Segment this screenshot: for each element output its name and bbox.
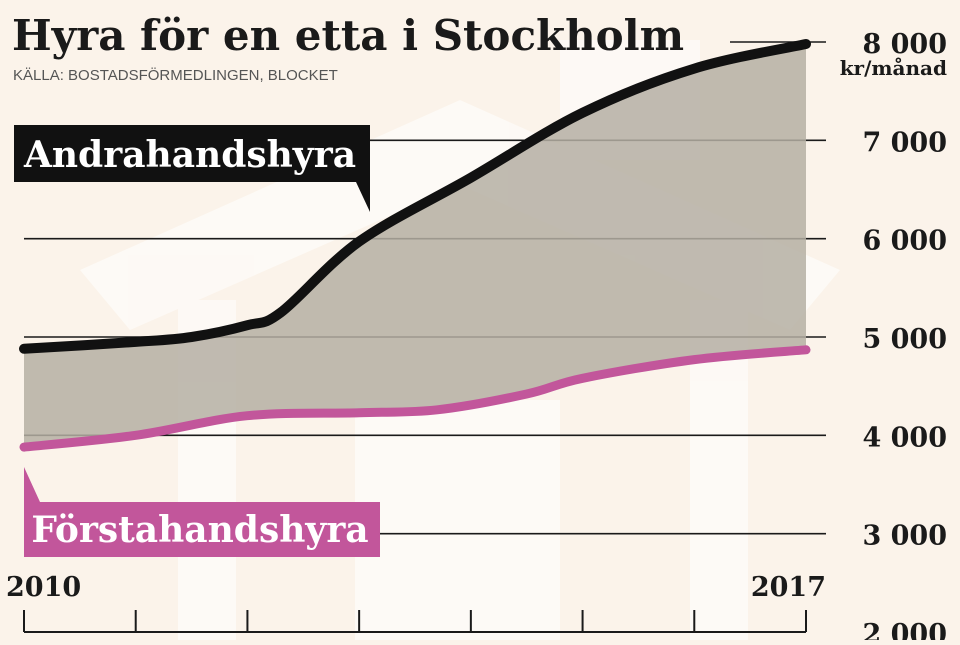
forstahand-callout: Förstahandshyra — [24, 467, 380, 557]
x-tick-label-2017: 2017 — [751, 572, 826, 603]
forstahandshyra-line — [19, 345, 811, 452]
chart-subtitle: KÄLLA: BOSTADSFÖRMEDLINGEN, BLOCKET — [13, 66, 338, 84]
fill-between-area — [24, 44, 806, 448]
andrahandshyra-line — [19, 39, 811, 354]
chart-title: Hyra för en etta i Stockholm — [12, 11, 684, 60]
andrahand-callout: Andrahandshyra — [14, 125, 370, 212]
y-tick-label-3000: 3 000 — [862, 521, 947, 552]
y-tick-label-4000: 4 000 — [862, 422, 947, 453]
forstahand-label: Förstahandshyra — [31, 509, 368, 551]
y-tick-label-2000: 2 000 — [862, 619, 947, 640]
y-tick-label-7000: 7 000 — [862, 127, 947, 158]
y-tick-label-6000: 6 000 — [862, 226, 947, 257]
y-axis-unit-label: kr/månad — [840, 56, 947, 80]
y-tick-label-8000: 8 000 — [862, 29, 947, 60]
x-tick-label-2010: 2010 — [6, 572, 81, 603]
andrahand-label: Andrahandshyra — [23, 134, 356, 176]
y-tick-label-5000: 5 000 — [862, 324, 947, 355]
